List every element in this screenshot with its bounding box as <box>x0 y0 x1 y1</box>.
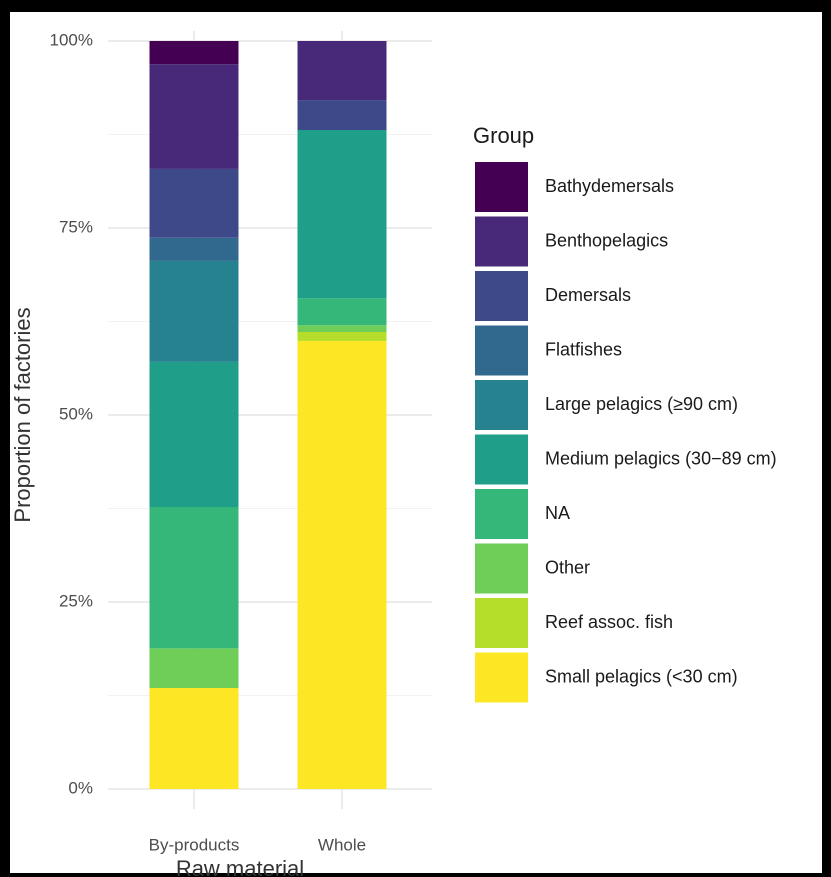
legend-label: Large pelagics (≥90 cm) <box>545 394 738 414</box>
bar-segment <box>149 688 239 789</box>
y-tick-label: 50% <box>59 404 93 423</box>
legend-key <box>475 325 528 376</box>
legend-label: Bathydemersals <box>545 176 674 196</box>
legend-key <box>475 434 528 485</box>
legend-label: Flatfishes <box>545 339 622 359</box>
y-tick-label: 75% <box>59 217 93 236</box>
bar-segment <box>149 237 239 261</box>
legend-key <box>475 162 528 212</box>
legend-label: Other <box>545 557 590 577</box>
legend-key <box>475 598 528 648</box>
bar-segment <box>297 331 387 341</box>
legend-key <box>475 652 528 703</box>
bar-segment <box>149 507 239 649</box>
legend-label: Demersals <box>545 285 631 305</box>
bar-segment <box>149 64 239 169</box>
y-axis-label: Proportion of factories <box>10 307 35 522</box>
bar-segment <box>149 361 239 508</box>
bar-segment <box>297 100 387 131</box>
legend-label: Medium pelagics (30−89 cm) <box>545 448 777 468</box>
y-tick-label: 0% <box>68 778 93 797</box>
bar-segment <box>297 130 387 299</box>
legend-title: Group <box>473 123 534 148</box>
legend-key <box>475 216 528 267</box>
bar-segment <box>297 41 387 101</box>
panel <box>10 12 822 873</box>
legend-label: Reef assoc. fish <box>545 612 673 632</box>
legend-key <box>475 489 528 539</box>
legend-key <box>475 543 528 594</box>
y-tick-label: 25% <box>59 591 93 610</box>
legend-key <box>475 271 528 321</box>
legend-label: Small pelagics (<30 cm) <box>545 666 738 686</box>
x-tick-label: By-products <box>149 835 240 854</box>
bar-segment <box>149 648 239 689</box>
legend-label: NA <box>545 503 570 523</box>
y-tick-label: 100% <box>50 30 93 49</box>
bar-segment <box>149 168 239 238</box>
x-axis-label: Raw material <box>176 856 304 877</box>
bar-segment <box>149 260 239 362</box>
legend-label: Benthopelagics <box>545 230 668 250</box>
bar-segment <box>149 41 239 65</box>
x-tick-label: Whole <box>318 835 366 854</box>
bar-segment <box>297 325 387 332</box>
bar-segment <box>297 340 387 789</box>
bar-segment <box>297 298 387 326</box>
legend-key <box>475 380 528 430</box>
